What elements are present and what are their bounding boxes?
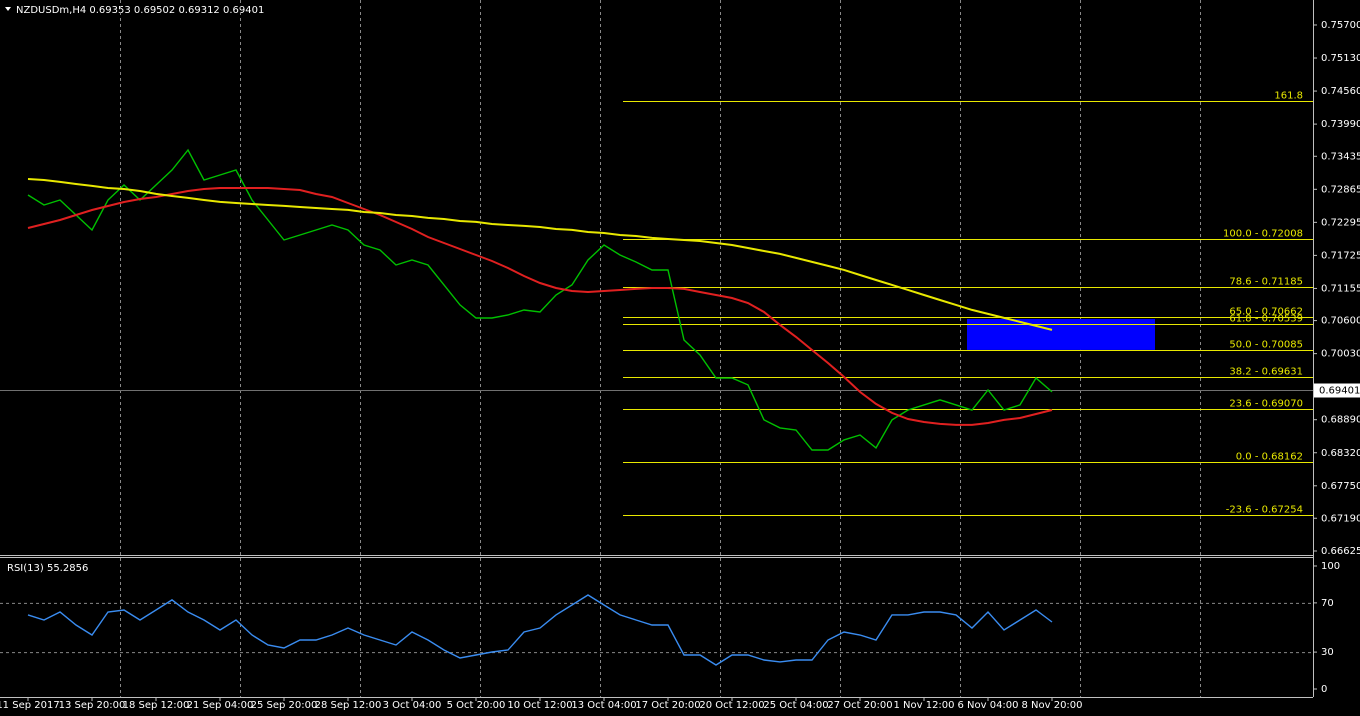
x-tick-label: 17 Oct 20:00 <box>635 700 700 711</box>
y-tick-label: 0.72865 <box>1321 184 1360 195</box>
x-tick-label: 18 Sep 12:00 <box>123 700 190 711</box>
series-line <box>27 187 1053 426</box>
fib-label: 38.2 - 0.69631 <box>1229 367 1303 378</box>
fib-label: 65.0 - 0.70662 <box>1229 307 1303 318</box>
x-tick-label: 20 Oct 12:00 <box>699 700 764 711</box>
x-tick-label: 13 Sep 20:00 <box>59 700 126 711</box>
y-tick-label: 0.68890 <box>1321 415 1360 426</box>
x-tick-label: 28 Sep 12:00 <box>315 700 382 711</box>
y-tick-label: 0.71155 <box>1321 283 1360 294</box>
x-tick-label: 21 Sep 04:00 <box>187 700 254 711</box>
x-tick-label: 25 Oct 04:00 <box>763 700 828 711</box>
chart-title: NZDUSDm,H4 0.69353 0.69502 0.69312 0.694… <box>16 5 264 16</box>
y-tick-label: 0.67190 <box>1321 513 1360 524</box>
x-tick-label: 27 Oct 20:00 <box>827 700 892 711</box>
fib-label: 50.0 - 0.70085 <box>1229 340 1303 351</box>
fib-label: 78.6 - 0.71185 <box>1229 277 1303 288</box>
y-tick-label: 0.73435 <box>1321 151 1360 162</box>
y-tick-label: 0.66625 <box>1321 546 1360 557</box>
x-tick-label: 1 Nov 12:00 <box>893 700 954 711</box>
y-tick-label: 0.73990 <box>1321 119 1360 130</box>
y-tick-label: 0.70600 <box>1321 316 1360 327</box>
y-tick-label: 100 <box>1321 561 1340 572</box>
y-tick-label: 0.74560 <box>1321 86 1360 97</box>
x-tick-label: 13 Oct 04:00 <box>571 700 636 711</box>
series-line <box>27 178 1053 331</box>
y-tick-label: 0.75130 <box>1321 53 1360 64</box>
y-tick-label: 0.72295 <box>1321 217 1360 228</box>
fib-label: 161.8 <box>1274 91 1303 102</box>
x-tick-label: 5 Oct 20:00 <box>447 700 506 711</box>
y-tick-label: 0.70030 <box>1321 349 1360 360</box>
fib-label: 23.6 - 0.69070 <box>1229 399 1303 410</box>
x-tick-label: 25 Sep 20:00 <box>251 700 318 711</box>
x-tick-label: 8 Nov 20:00 <box>1021 700 1082 711</box>
y-tick-label: 0.71725 <box>1321 250 1360 261</box>
x-tick-label: 3 Oct 04:00 <box>383 700 442 711</box>
y-tick-label: 0 <box>1321 684 1327 695</box>
fib-label: 100.0 - 0.72008 <box>1223 229 1303 240</box>
series-line <box>27 148 1053 451</box>
x-tick-label: 6 Nov 04:00 <box>957 700 1018 711</box>
current-price-label: 0.69401 <box>1319 386 1360 397</box>
current-price-box <box>1314 383 1360 398</box>
fib-label: 0.0 - 0.68162 <box>1236 452 1303 463</box>
y-tick-label: 70 <box>1321 598 1334 609</box>
y-tick-label: 0.68320 <box>1321 448 1360 459</box>
series-line <box>27 594 1053 666</box>
fib-label: 61.8 - 0.70539 <box>1229 314 1303 325</box>
x-tick-label: 11 Sep 2017 <box>0 700 60 711</box>
y-tick-label: 0.67750 <box>1321 481 1360 492</box>
y-tick-label: 0.75700 <box>1321 20 1360 31</box>
menu-triangle <box>5 7 11 11</box>
rsi-title: RSI(13) 55.2856 <box>7 563 88 574</box>
fib-label: -23.6 - 0.67254 <box>1226 505 1303 516</box>
x-tick-label: 10 Oct 12:00 <box>507 700 572 711</box>
y-tick-label: 30 <box>1321 647 1334 658</box>
target-zone <box>967 318 1155 350</box>
